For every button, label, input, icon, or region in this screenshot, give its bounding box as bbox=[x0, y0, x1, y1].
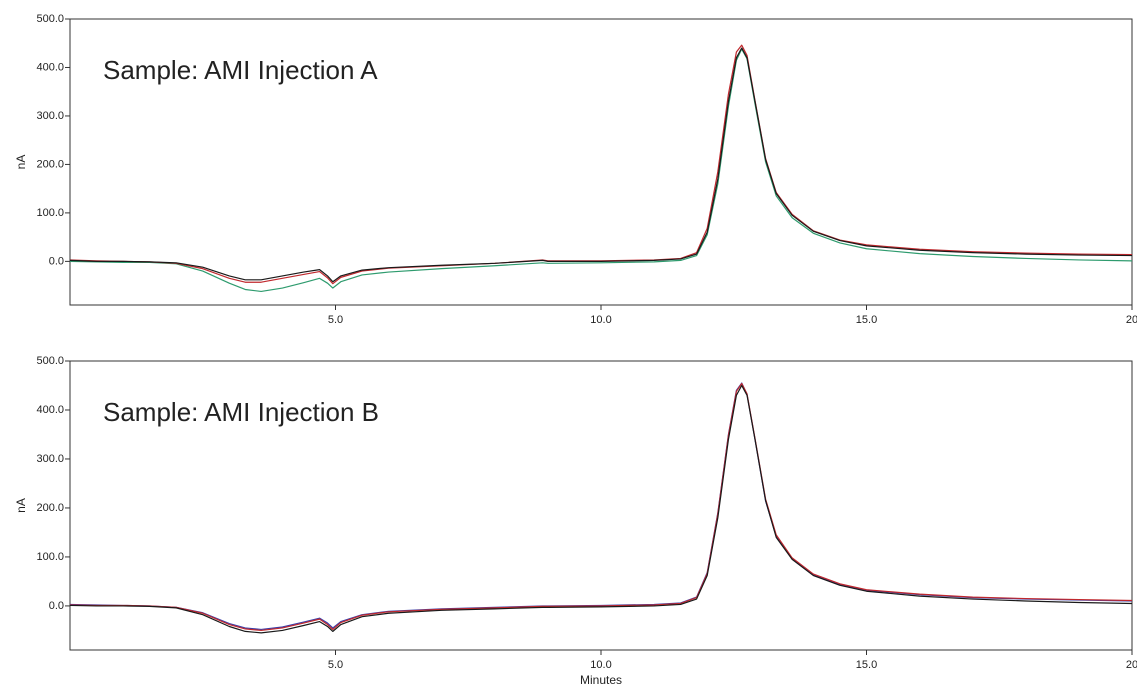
x-tick-label: 10.0 bbox=[590, 314, 611, 326]
x-tick-label: 15.0 bbox=[856, 659, 877, 671]
x-tick-label: 5.0 bbox=[328, 659, 343, 671]
x-tick-label: 10.0 bbox=[590, 659, 611, 671]
y-tick-label: 500.0 bbox=[36, 355, 64, 367]
y-tick-label: 500.0 bbox=[36, 13, 64, 25]
trace-line bbox=[69, 47, 1133, 283]
annotation: Sample: AMI Injection A bbox=[103, 55, 378, 85]
x-tick-label: 15.0 bbox=[856, 314, 877, 326]
x-tick-label: 20 bbox=[1126, 314, 1137, 326]
y-tick-label: 400.0 bbox=[36, 61, 64, 73]
y-tick-label: 300.0 bbox=[36, 453, 64, 465]
y-tick-label: 300.0 bbox=[36, 110, 64, 122]
y-tick-label: 100.0 bbox=[36, 551, 64, 563]
x-tick-label: 5.0 bbox=[328, 314, 343, 326]
y-tick-label: 0.0 bbox=[49, 600, 64, 612]
trace-line bbox=[69, 48, 1133, 293]
x-tick-label: 20 bbox=[1126, 659, 1137, 671]
y-tick-label: 400.0 bbox=[36, 404, 64, 416]
trace-line bbox=[69, 384, 1133, 634]
y-tick-label: 200.0 bbox=[36, 158, 64, 170]
x-axis-label: Minutes bbox=[580, 673, 622, 687]
y-tick-label: 200.0 bbox=[36, 502, 64, 514]
annotation: Sample: AMI Injection B bbox=[103, 397, 379, 427]
y-tick-label: 0.0 bbox=[49, 255, 64, 267]
y-tick-label: 100.0 bbox=[36, 207, 64, 219]
trace-line bbox=[69, 382, 1133, 632]
y-axis-label: nA bbox=[14, 155, 28, 170]
y-axis-label: nA bbox=[14, 498, 28, 513]
